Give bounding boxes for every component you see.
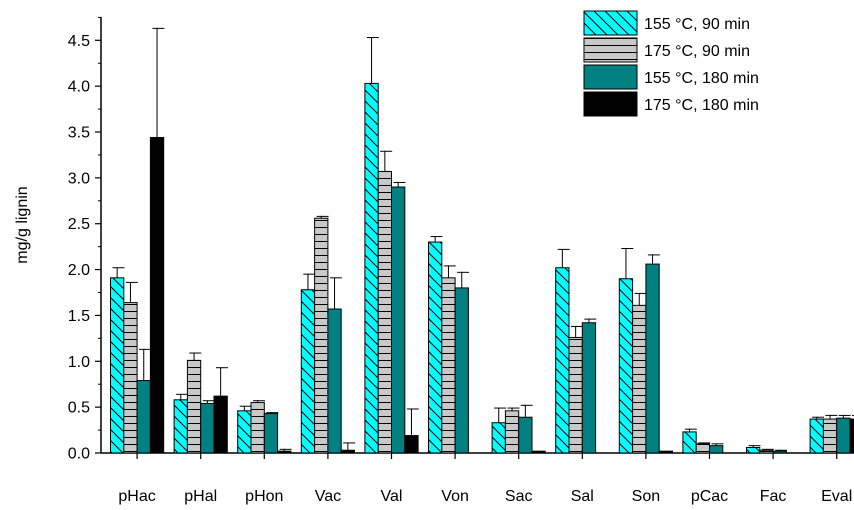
bar	[518, 416, 533, 454]
legend-label: 175 °C, 180 min	[644, 97, 759, 114]
bar	[340, 449, 356, 454]
x-tick-label: Val	[381, 488, 403, 505]
bar	[237, 410, 252, 454]
bar	[250, 402, 265, 454]
x-tick-label: pHal	[184, 488, 217, 505]
bar	[377, 170, 393, 454]
y-tick-label: 2.5	[68, 216, 90, 233]
bar	[454, 287, 469, 454]
bar	[136, 380, 151, 454]
x-tick-label: Fac	[760, 488, 787, 505]
bar	[709, 445, 724, 454]
bar	[173, 399, 188, 454]
bar	[836, 417, 851, 454]
legend-swatch	[583, 37, 638, 63]
bar	[391, 186, 406, 454]
bar	[555, 267, 570, 454]
y-tick-label: 0.0	[68, 446, 90, 463]
y-axis-title: mg/g lignin	[14, 186, 31, 263]
x-tick-label: pHon	[245, 488, 283, 505]
bar	[504, 410, 520, 454]
bar	[568, 336, 583, 454]
bar	[404, 435, 419, 454]
bar	[772, 450, 787, 454]
bar	[149, 137, 165, 454]
bar	[441, 277, 456, 454]
bar	[110, 277, 125, 454]
bar	[200, 402, 215, 454]
y-tick-label: 1.0	[68, 354, 90, 371]
bar	[759, 449, 774, 454]
bars-group	[110, 27, 854, 454]
bar	[658, 450, 674, 454]
x-tick-label: Sac	[505, 488, 533, 505]
bar	[300, 289, 316, 454]
bar	[213, 395, 228, 454]
x-tick-label: Sal	[571, 488, 594, 505]
legend-swatch	[583, 64, 638, 90]
bar	[327, 308, 342, 454]
legend-label: 155 °C, 90 min	[644, 16, 750, 33]
bar	[123, 302, 138, 454]
legend-label: 155 °C, 180 min	[644, 70, 759, 87]
x-tick-label: Eval	[821, 488, 852, 505]
bar	[695, 443, 711, 454]
x-tick-label: Son	[632, 488, 660, 505]
x-tick-label: Von	[441, 488, 469, 505]
bar	[682, 431, 697, 454]
bar	[849, 418, 854, 454]
legend-swatch	[583, 91, 638, 117]
x-tick-label: Vac	[315, 488, 341, 505]
y-tick-label: 3.0	[68, 170, 90, 187]
bar	[364, 82, 379, 454]
bar	[186, 359, 202, 454]
legend: 155 °C, 90 min 175 °C, 90 min 155 °C, 180 …	[583, 10, 759, 117]
bar	[746, 446, 761, 454]
y-tick-label: 2.0	[68, 262, 90, 279]
bar	[263, 413, 279, 454]
bar	[428, 241, 443, 454]
y-tick-label: 1.5	[68, 308, 90, 325]
bar	[809, 418, 824, 454]
bar	[618, 278, 634, 454]
legend-label: 175 °C, 90 min	[644, 43, 750, 60]
legend-swatch	[583, 10, 638, 36]
y-tick-label: 0.5	[68, 400, 90, 417]
bar	[822, 418, 838, 454]
y-tick-label: 4.0	[68, 79, 90, 96]
y-tick-label: 3.5	[68, 125, 90, 142]
bar	[581, 322, 597, 454]
bar	[645, 263, 660, 454]
y-tick-label: 4.5	[68, 33, 90, 50]
bar	[277, 450, 292, 454]
bar	[531, 450, 546, 454]
bar	[632, 304, 647, 454]
x-tick-label: pCac	[691, 488, 728, 505]
bar	[491, 422, 506, 454]
x-tick-label: pHac	[118, 488, 155, 505]
bar	[314, 217, 329, 454]
